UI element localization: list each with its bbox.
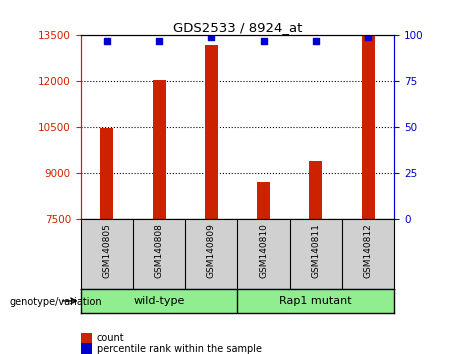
Point [155,38,163,44]
Text: GSM140809: GSM140809 [207,223,216,278]
Text: GSM140812: GSM140812 [364,223,372,278]
Point [103,38,111,44]
Text: GSM140805: GSM140805 [102,223,111,278]
Text: wild-type: wild-type [133,296,185,306]
Point [364,34,372,40]
Point [207,34,215,40]
Bar [205,45,218,219]
Text: GSM140811: GSM140811 [311,223,320,278]
Bar [153,80,165,219]
Bar [257,182,270,219]
Point [260,38,267,44]
Bar [361,36,374,219]
Text: Rap1 mutant: Rap1 mutant [279,296,352,306]
Text: count: count [97,333,124,343]
Text: GSM140808: GSM140808 [154,223,164,278]
Bar [100,128,113,219]
Text: genotype/variation: genotype/variation [9,297,102,307]
Bar [309,161,322,219]
Title: GDS2533 / 8924_at: GDS2533 / 8924_at [173,21,302,34]
Text: percentile rank within the sample: percentile rank within the sample [97,344,262,354]
Text: GSM140810: GSM140810 [259,223,268,278]
Point [312,38,319,44]
